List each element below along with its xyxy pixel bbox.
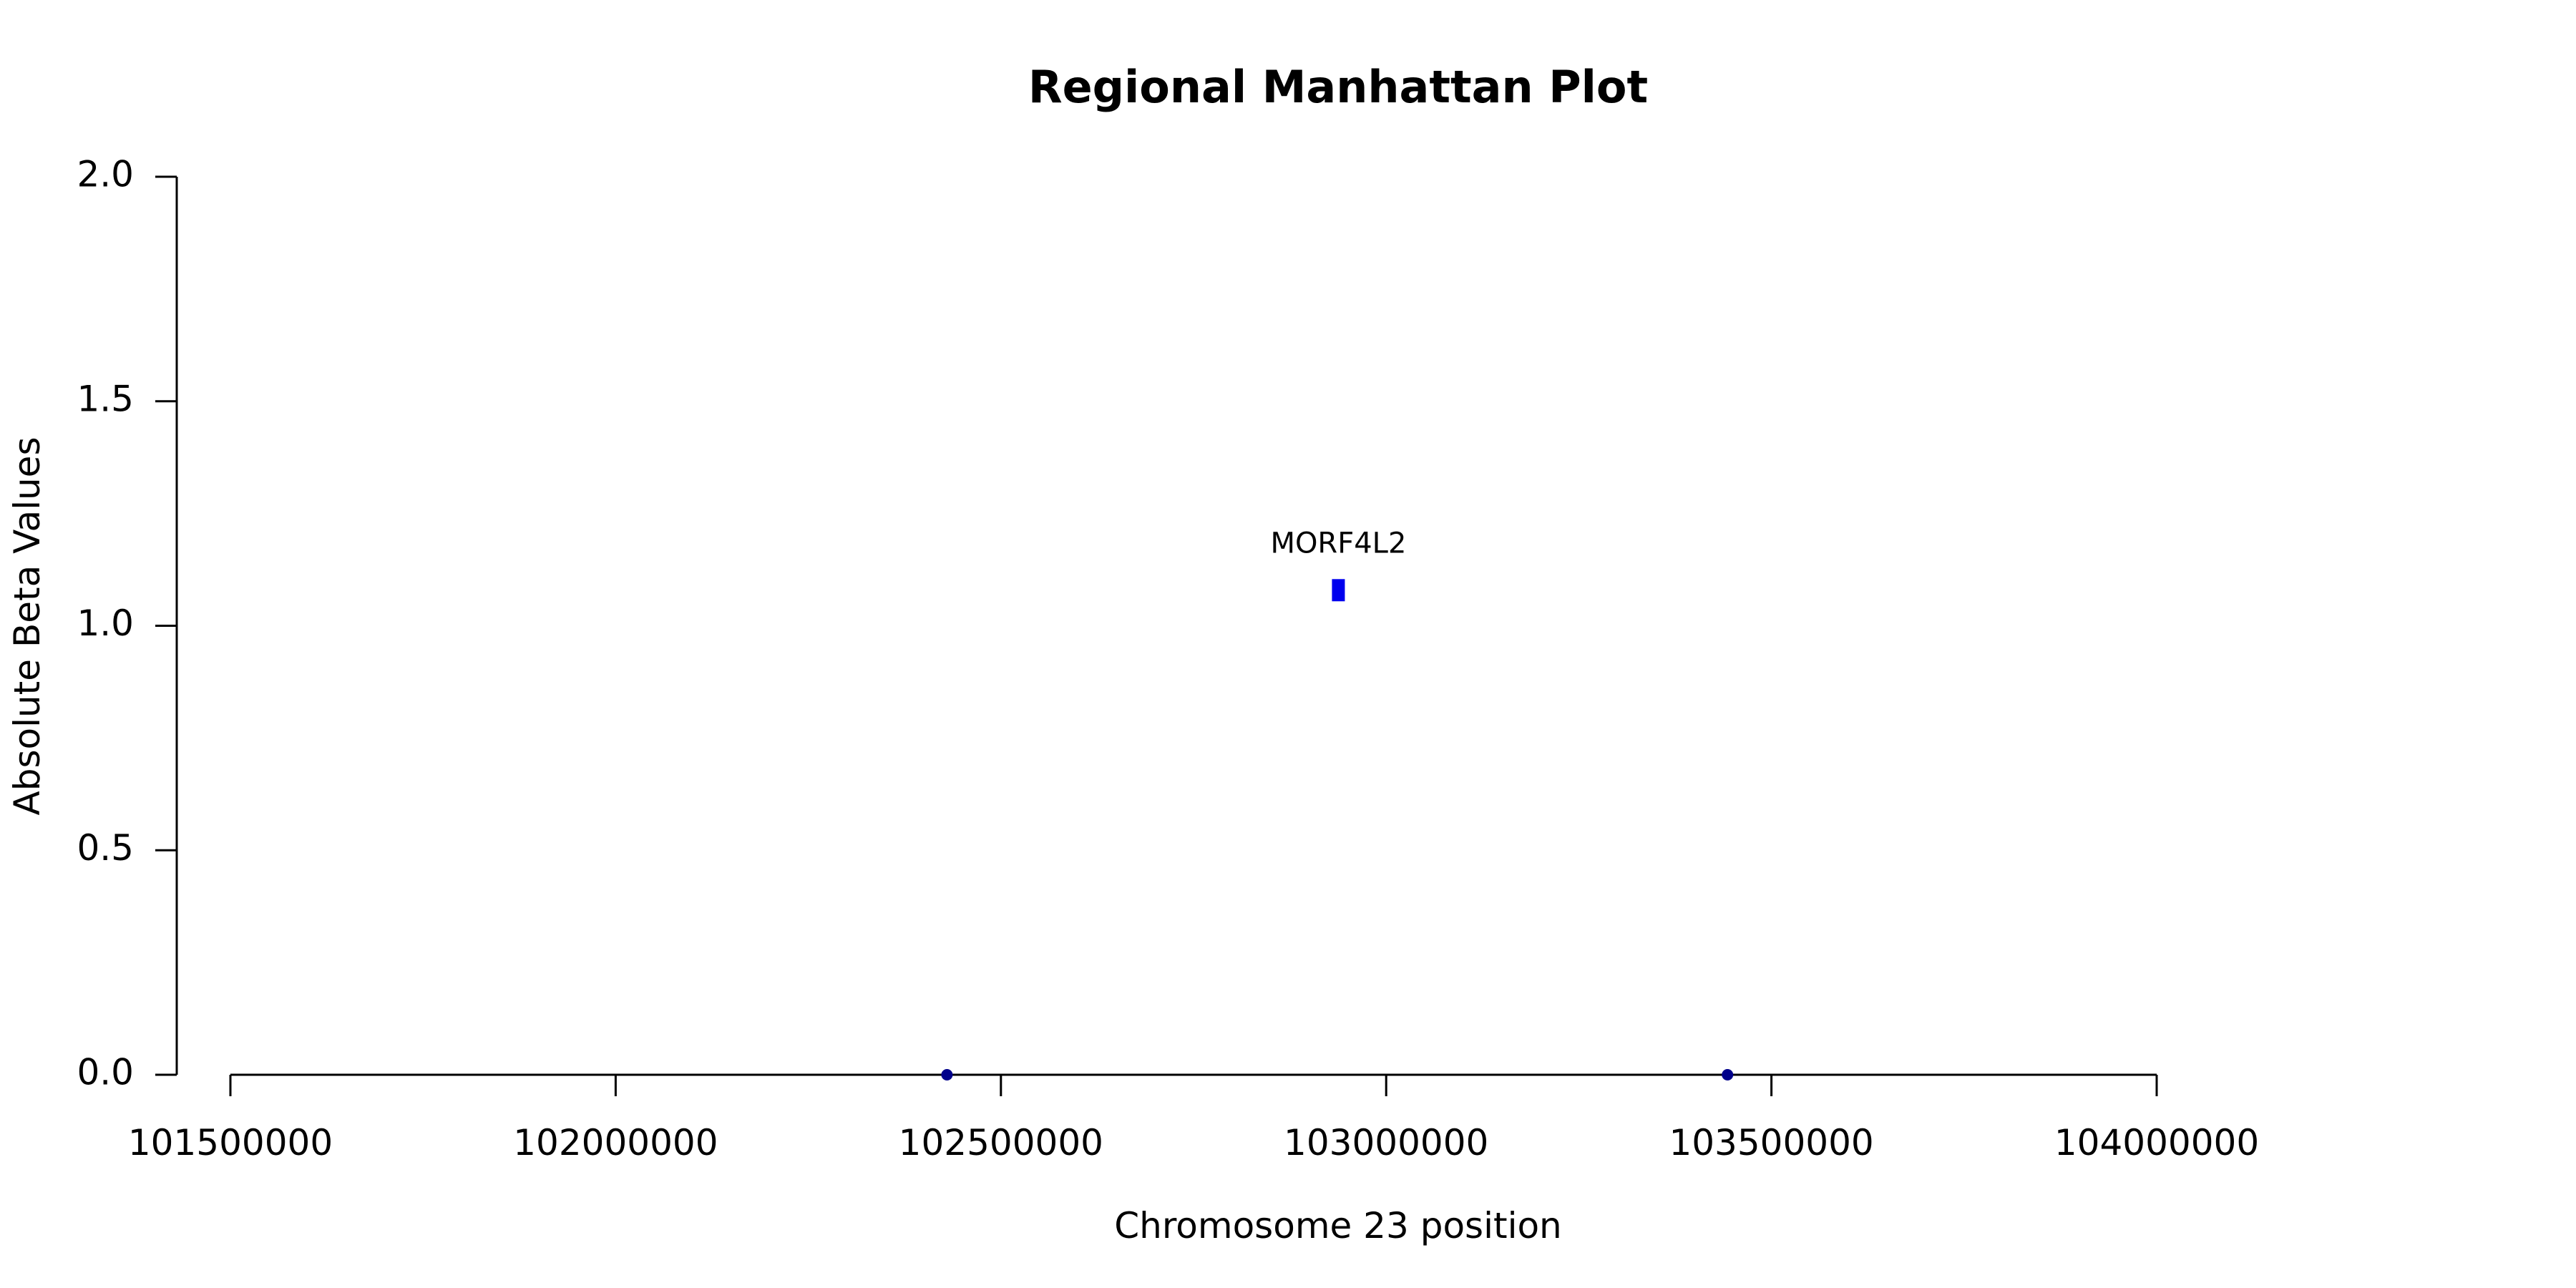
- x-tick-label: 104000000: [2054, 1122, 2259, 1163]
- y-tick-label: 1.5: [77, 378, 134, 419]
- y-axis: 0.0 0.5 1.0 1.5 2.0: [77, 154, 178, 1093]
- plot-marks: [941, 579, 1734, 1080]
- x-axis-label: Chromosome 23 position: [1114, 1205, 1562, 1246]
- x-tick-label: 103000000: [1284, 1122, 1488, 1163]
- x-tick-label: 102500000: [899, 1122, 1103, 1163]
- x-tick-label: 101500000: [128, 1122, 333, 1163]
- x-axis: 101500000 102000000 102500000 103000000 1035…: [128, 1073, 2259, 1163]
- data-point: [1722, 1069, 1734, 1080]
- y-tick-label: 1.0: [77, 602, 134, 644]
- data-point: [1332, 579, 1345, 602]
- data-point: [941, 1069, 953, 1080]
- annotations: MORF4L2: [1270, 527, 1406, 560]
- x-tick-label: 102000000: [513, 1122, 718, 1163]
- y-axis-label: Absolute Beta Values: [6, 437, 48, 816]
- chart-title: Regional Manhattan Plot: [1028, 61, 1648, 113]
- gene-label: MORF4L2: [1270, 527, 1406, 560]
- y-tick-label: 0.0: [77, 1052, 134, 1093]
- y-tick-label: 0.5: [77, 827, 134, 869]
- y-tick-label: 2.0: [77, 154, 134, 195]
- x-tick-label: 103500000: [1669, 1122, 1873, 1163]
